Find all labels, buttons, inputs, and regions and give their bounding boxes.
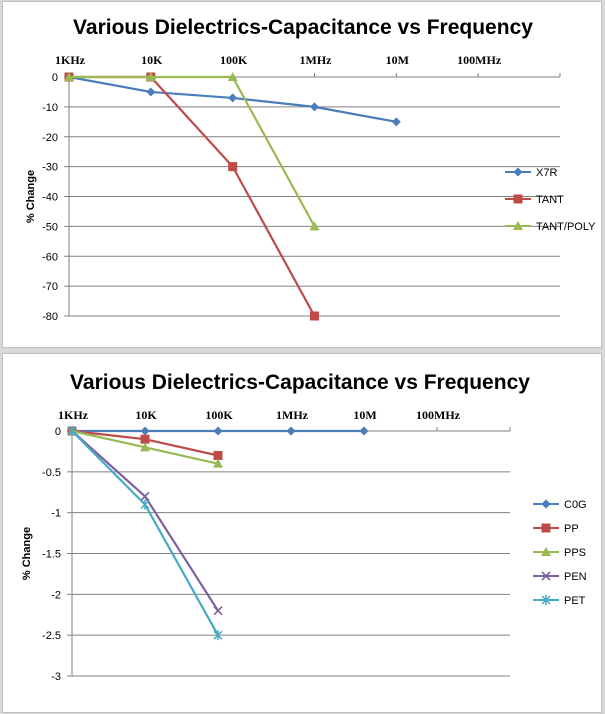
x-tick-label: 10M bbox=[386, 53, 409, 67]
chart-2: Various Dielectrics-Capacitance vs Frequ… bbox=[21, 371, 587, 683]
y-tick-label: -70 bbox=[42, 281, 58, 293]
legend-label: PP bbox=[564, 523, 579, 535]
y-tick-label: -1 bbox=[51, 508, 61, 520]
y-tick-label: -30 bbox=[42, 162, 58, 174]
data-point bbox=[359, 426, 369, 436]
legend-label: TANT/POLY bbox=[536, 221, 596, 233]
y-tick-label: -10 bbox=[42, 102, 58, 114]
data-point bbox=[213, 458, 223, 468]
legend-marker bbox=[513, 194, 523, 204]
data-point bbox=[213, 630, 223, 641]
y-tick-label: -20 bbox=[42, 132, 58, 144]
x-tick-label: 1MHz bbox=[276, 408, 309, 422]
data-point bbox=[140, 499, 150, 510]
x-tick-label: 10K bbox=[135, 408, 157, 422]
y-tick-label: -80 bbox=[42, 311, 58, 323]
x-tick-label: 100K bbox=[205, 408, 233, 422]
data-point bbox=[391, 117, 401, 127]
data-point bbox=[140, 442, 150, 452]
data-point bbox=[228, 162, 238, 172]
y-tick-label: -50 bbox=[42, 221, 58, 233]
legend-marker bbox=[541, 499, 551, 509]
legend-marker bbox=[513, 167, 523, 177]
data-point bbox=[227, 72, 238, 81]
legend-label: PET bbox=[564, 595, 586, 607]
data-point bbox=[146, 87, 156, 97]
y-axis-label: % Change bbox=[25, 170, 37, 223]
chart-panel-2: Various Dielectrics-Capacitance vs Frequ… bbox=[2, 353, 602, 713]
chart-title: Various Dielectrics-Capacitance vs Frequ… bbox=[73, 16, 533, 39]
data-point bbox=[286, 426, 296, 436]
data-point bbox=[213, 451, 223, 460]
x-tick-label: 1KHz bbox=[55, 53, 86, 67]
series-line-pet bbox=[71, 430, 219, 636]
y-tick-label: -0.5 bbox=[42, 467, 61, 479]
y-tick-label: -3 bbox=[51, 671, 61, 683]
x-tick-label: 100MHz bbox=[457, 53, 502, 67]
legend-marker bbox=[541, 523, 551, 533]
x-tick-label: 1KHz bbox=[58, 408, 89, 422]
y-tick-label: -40 bbox=[42, 192, 58, 204]
data-point bbox=[145, 72, 156, 81]
legend-label: PPS bbox=[564, 547, 586, 559]
y-tick-label: -60 bbox=[42, 251, 58, 263]
data-point bbox=[309, 221, 320, 231]
x-tick-label: 10M bbox=[353, 408, 376, 422]
data-point bbox=[67, 426, 77, 436]
legend-marker bbox=[541, 547, 551, 556]
legend-marker bbox=[541, 571, 551, 581]
data-point bbox=[310, 311, 319, 321]
chart-1: Various Dielectrics-Capacitance vs Frequ… bbox=[25, 16, 596, 323]
y-tick-label: 0 bbox=[52, 72, 58, 84]
data-point bbox=[64, 72, 74, 81]
data-point bbox=[310, 102, 319, 112]
chart-title: Various Dielectrics-Capacitance vs Frequ… bbox=[70, 371, 530, 394]
x-tick-label: 1MHz bbox=[300, 53, 333, 67]
legend-marker bbox=[513, 221, 523, 230]
y-tick-label: -1.5 bbox=[42, 549, 61, 561]
legend-label: PEN bbox=[564, 571, 587, 583]
legend-label: C0G bbox=[564, 499, 587, 511]
chart-panel-1: Various Dielectrics-Capacitance vs Frequ… bbox=[2, 1, 602, 348]
legend-label: TANT bbox=[536, 194, 564, 206]
data-point bbox=[213, 426, 223, 436]
x-tick-label: 10K bbox=[141, 53, 163, 67]
y-axis-label: % Change bbox=[21, 527, 33, 580]
data-point bbox=[140, 491, 150, 501]
data-point bbox=[228, 93, 238, 103]
legend-label: X7R bbox=[536, 167, 557, 179]
data-point bbox=[140, 434, 150, 444]
data-point bbox=[213, 606, 223, 616]
x-tick-label: 100MHz bbox=[416, 408, 461, 422]
y-tick-label: -2.5 bbox=[42, 630, 61, 642]
data-point bbox=[140, 426, 150, 436]
y-tick-label: 0 bbox=[55, 426, 61, 438]
y-tick-label: -2 bbox=[51, 589, 61, 601]
x-tick-label: 100K bbox=[220, 53, 248, 67]
legend-marker bbox=[541, 595, 551, 605]
series-line-tant-poly bbox=[69, 75, 316, 227]
